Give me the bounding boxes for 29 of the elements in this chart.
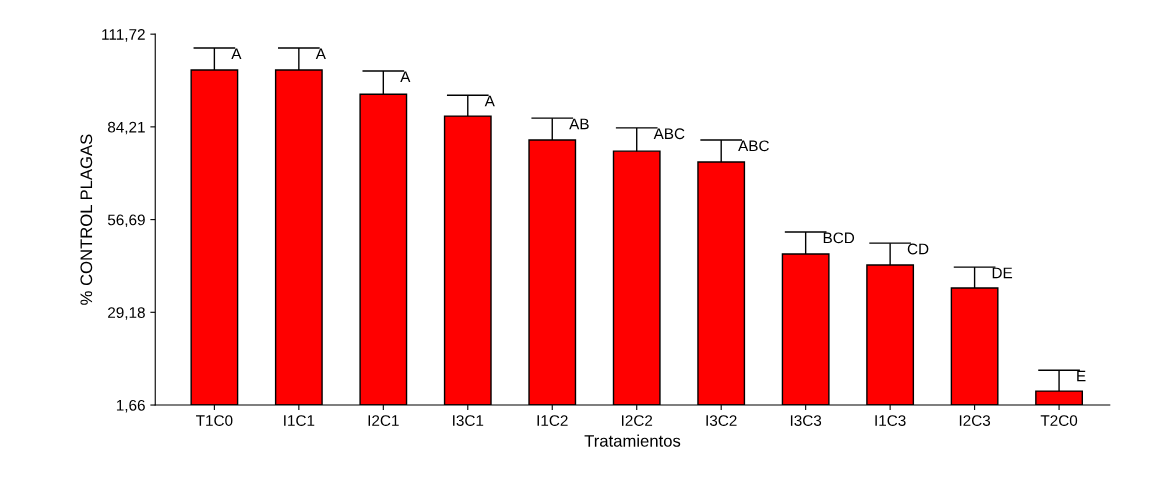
data-label: A xyxy=(400,71,411,83)
y-axis-title: % CONTROL PLAGAS xyxy=(80,134,93,305)
x-tick-label: I2C3 xyxy=(959,415,991,426)
x-tick-label: I3C1 xyxy=(453,415,484,426)
data-label: A xyxy=(484,95,495,107)
y-tick-label: 1,66 xyxy=(116,399,145,413)
x-tick-label: T2C0 xyxy=(1040,415,1078,426)
data-label: BCD xyxy=(823,232,855,244)
x-axis-title: Tratamientos xyxy=(584,434,681,447)
data-label: AB xyxy=(569,118,589,130)
x-tick-label: T1C0 xyxy=(196,415,233,426)
y-tick-label: 84,21 xyxy=(107,121,145,135)
x-tick-label: I3C3 xyxy=(790,415,822,426)
data-label: DE xyxy=(992,267,1013,279)
x-tick-label: I2C1 xyxy=(368,415,399,426)
data-label: ABC xyxy=(653,128,685,140)
data-label: ABC xyxy=(738,140,769,152)
x-tick-label: I3C2 xyxy=(706,415,737,426)
x-tick-label: I1C1 xyxy=(284,415,315,426)
x-tick-label: I1C3 xyxy=(875,415,906,426)
data-label: A xyxy=(231,48,242,60)
y-tick-label: 111,72 xyxy=(102,29,145,42)
data-label: CD xyxy=(907,243,929,255)
data-label: E xyxy=(1077,370,1086,382)
data-label: A xyxy=(315,48,326,60)
x-tick-label: I2C2 xyxy=(622,415,653,426)
y-tick-label: 56,69 xyxy=(107,214,145,228)
y-tick-label: 29,18 xyxy=(108,307,145,320)
x-tick-label: I1C2 xyxy=(537,415,568,426)
